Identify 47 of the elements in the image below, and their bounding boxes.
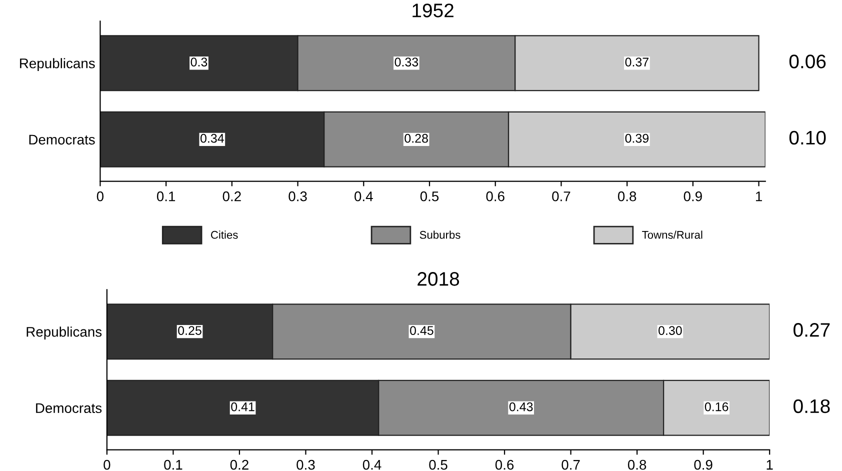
data-label: 0.37 [625,58,648,66]
x-tick-label: 0.5 [429,460,448,470]
x-tick-label: 0 [104,460,110,470]
text: 0.27 [794,323,830,337]
y-tick-label: Democrats [29,134,95,145]
data-label: 0.43 [509,402,533,412]
legend-label: Suburbs [420,230,460,239]
chart-title: 2018 [418,272,460,286]
x-tick-label: 0.1 [156,191,176,202]
data-label: 0.25 [178,326,202,335]
x-tick-label: 0.9 [684,191,702,202]
y-tick-label: Democrats [36,403,102,414]
legend-label: Cities [210,230,238,239]
legend-label: Towns/Rural [642,230,702,239]
y-tick-label: Republicans [26,326,102,340]
data-label: 0.3 [190,58,208,66]
x-tick-label: 0.6 [495,460,514,470]
x-tick-label: 0.4 [354,191,373,202]
data-label: 0.30 [658,326,682,335]
text: 0.10 [789,130,826,145]
x-tick-label: 0.6 [486,191,504,202]
data-label: 0.39 [625,134,649,143]
y-tick-label: Republicans [20,58,95,72]
x-tick-label: 0.8 [628,460,646,470]
x-tick-label: 1 [756,192,762,202]
x-tick-label: 1 [766,460,773,470]
text: 0.18 [794,399,830,414]
x-tick-label: 0.9 [694,460,712,470]
data-label: 0.34 [200,134,224,143]
data-label: 0.41 [231,402,254,412]
x-tick-label: 0.8 [618,191,636,202]
x-tick-label: 0.7 [552,191,570,202]
x-tick-label: 0.3 [288,191,307,202]
x-tick-label: 0.5 [420,191,439,202]
text: 0.06 [789,54,826,68]
x-tick-label: 0.2 [230,460,248,470]
x-tick-label: 0.7 [562,460,580,470]
x-tick-label: 0 [96,191,104,202]
x-tick-label: 0.4 [362,460,382,470]
data-label: 0.28 [404,134,428,143]
x-tick-label: 0.1 [164,460,182,470]
data-label: 0.16 [704,402,728,412]
x-tick-label: 0.3 [296,460,315,470]
data-label: 0.33 [394,58,418,66]
x-tick-label: 0.2 [222,191,241,202]
chart-title: 1952 [412,4,454,18]
data-label: 0.45 [410,326,434,335]
